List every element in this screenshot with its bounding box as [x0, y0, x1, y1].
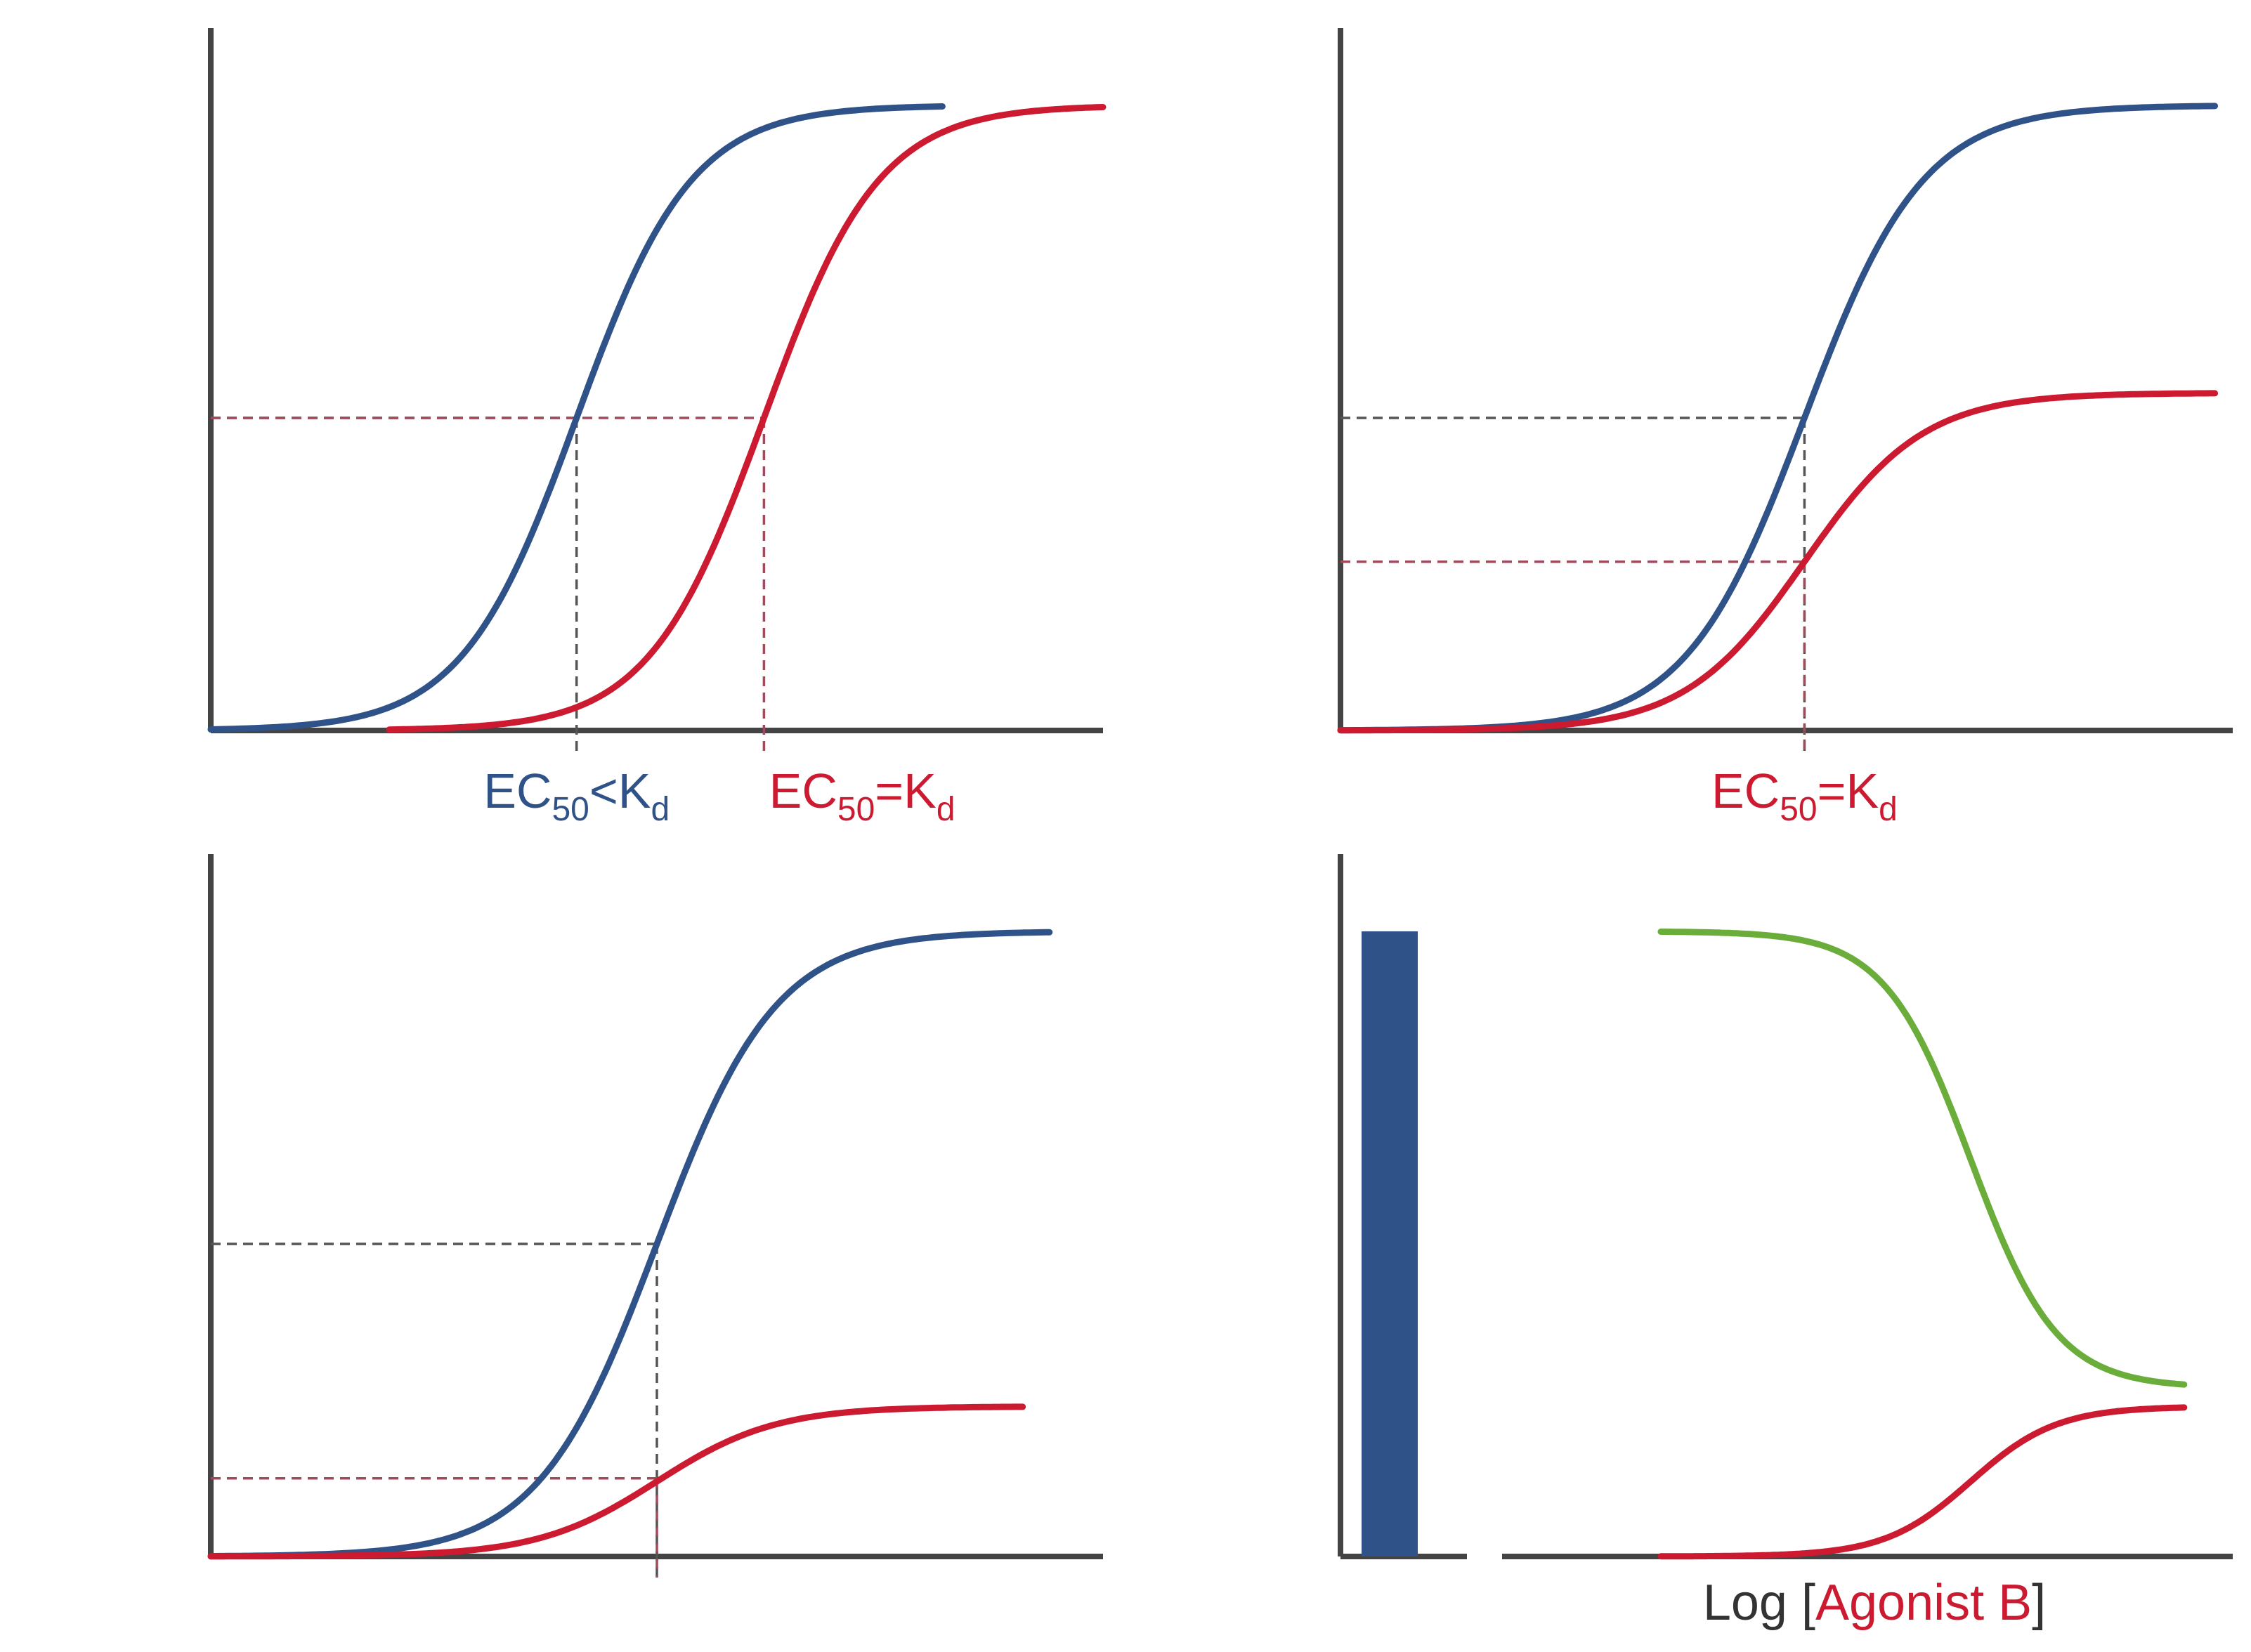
ec50-rel: =K	[875, 763, 937, 818]
x-axis-label: Log [Agonist B]	[1703, 1575, 2046, 1631]
ec50-prefix: EC	[1711, 763, 1780, 818]
ec50-prefix: EC	[769, 763, 837, 818]
x-axis-label-part: Agonist B	[1815, 1575, 2032, 1631]
series-curve-agonist-b	[1657, 1404, 2188, 1560]
series-curve-agonist-b	[1337, 390, 2219, 734]
panel-b: EC50=Kd	[1337, 28, 2233, 828]
x-axis-label-part: ]	[2032, 1575, 2046, 1631]
panel-d: Log [Agonist B]	[1338, 854, 2233, 1631]
ec50-rel-sub: d	[937, 791, 955, 828]
ec50-rel-sub: d	[651, 791, 670, 828]
x-axis-label-part: Log [	[1703, 1575, 1815, 1631]
ec50-rel-sub: d	[1879, 791, 1898, 828]
ec50-sub: 50	[1780, 791, 1817, 828]
series-curve-agonist-a	[207, 103, 946, 733]
ec50-rel: =K	[1818, 763, 1879, 818]
ec50-rel: <K	[589, 763, 651, 818]
bar-agonist-a	[1362, 931, 1418, 1556]
panel-a: EC50<Kd EC50=Kd	[207, 28, 1107, 828]
panel-c	[207, 854, 1103, 1578]
series-curve-agonist-a	[207, 929, 1053, 1559]
series-curve-agonist-a-agonist-b	[1657, 929, 2188, 1388]
ec50-sub: 50	[837, 791, 875, 828]
ec50-prefix: EC	[483, 763, 552, 818]
series-curve-agonist-b	[386, 104, 1107, 733]
ec50-label: EC50=Kd	[1711, 763, 1898, 828]
ec50-sub: 50	[552, 791, 589, 828]
ec50-label: EC50=Kd	[769, 763, 955, 828]
ec50-label: EC50<Kd	[483, 763, 670, 828]
series-curve-agonist-b	[207, 1403, 1026, 1560]
